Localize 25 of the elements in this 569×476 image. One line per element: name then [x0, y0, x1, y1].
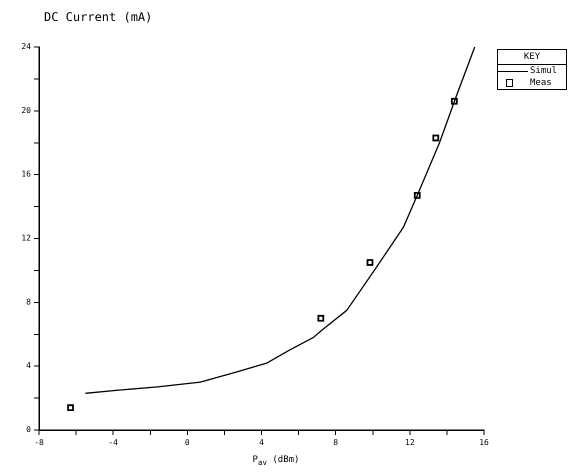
y-tick-label: 0 [26, 425, 32, 434]
legend-label: Simul [530, 66, 558, 76]
y-tick-label: 8 [26, 297, 32, 306]
x-tick-label: 0 [184, 438, 190, 447]
legend-title: KEY [498, 50, 566, 65]
x-tick-label: 4 [259, 438, 264, 447]
y-tick-label: 24 [21, 42, 32, 52]
x-tick-label: 8 [333, 438, 338, 447]
point [317, 314, 324, 322]
y-tick-label: 4 [26, 361, 32, 370]
y-tick-label: 12 [21, 234, 32, 243]
x-axis-title: P$_{av}$ (dBm) [252, 455, 300, 467]
y-tick-label: 20 [21, 106, 32, 115]
point [366, 259, 374, 266]
point [414, 192, 421, 199]
x-tick-label: -8 [34, 438, 44, 447]
x-tick-label: -4 [108, 438, 118, 447]
point [432, 134, 440, 142]
y-tick-label: 16 [21, 170, 32, 179]
point [450, 98, 458, 105]
x-tick-label: 16 [479, 438, 489, 447]
legend-label: Meas [530, 78, 552, 88]
x-tick-label: 12 [405, 438, 415, 447]
y-axis-title: DC Current (mA) [44, 10, 152, 24]
point [67, 404, 74, 412]
